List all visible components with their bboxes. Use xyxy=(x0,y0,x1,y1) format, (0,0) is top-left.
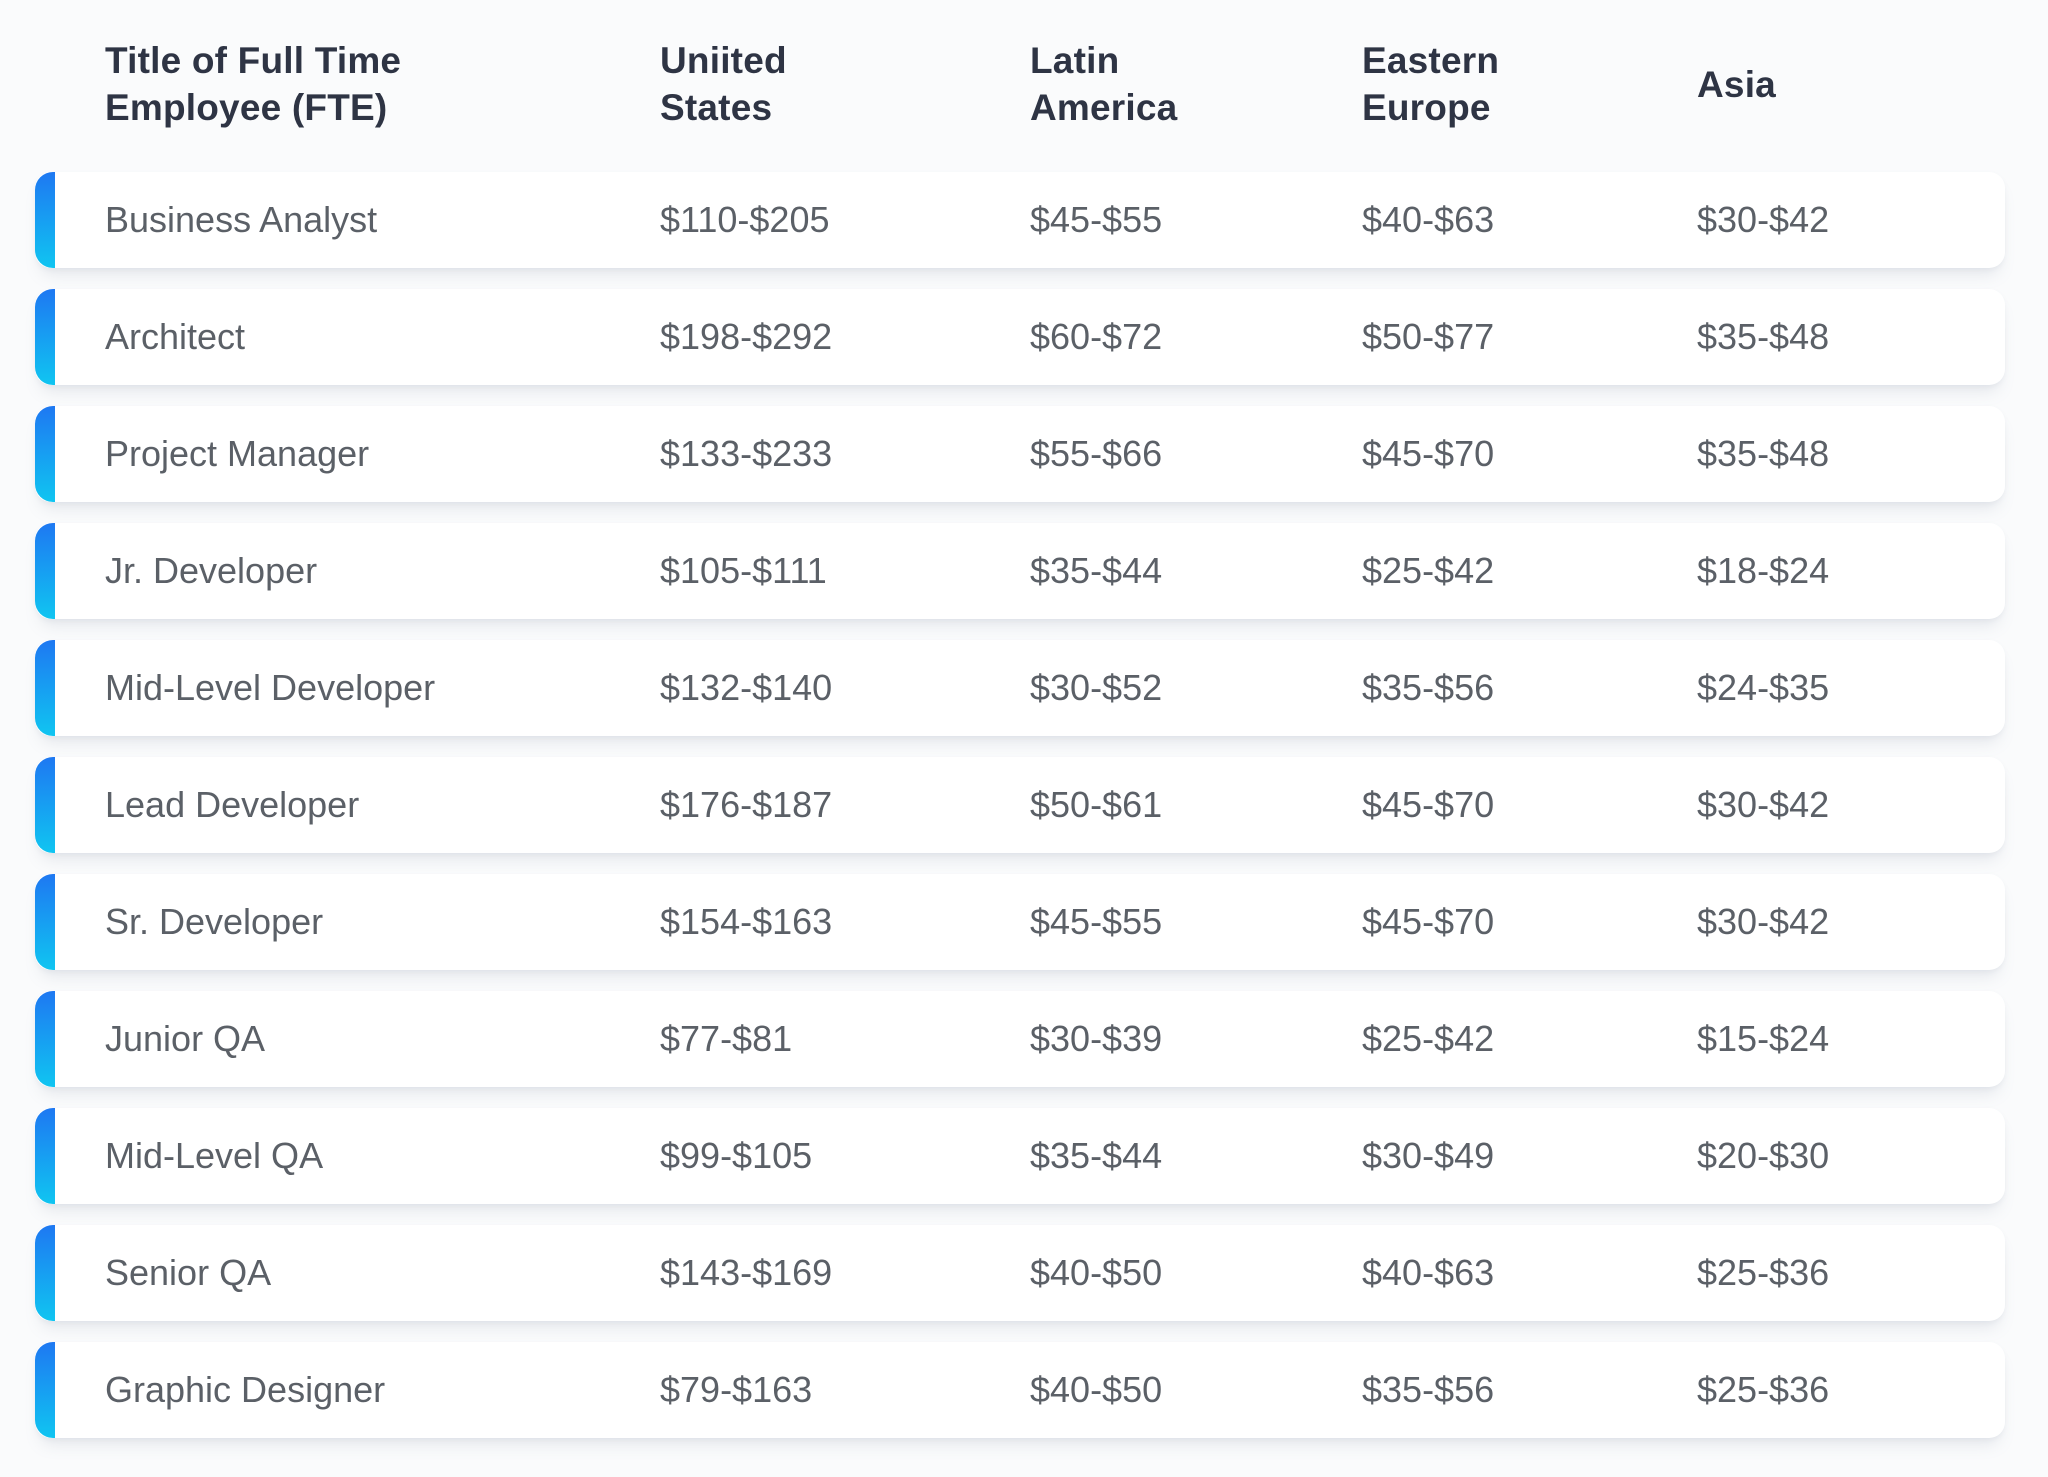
row-title: Business Analyst xyxy=(105,199,378,241)
table-row: Jr. Developer $105-$111 $35-$44 $25-$42 … xyxy=(35,523,2005,619)
table-row: Business Analyst $110-$205 $45-$55 $40-$… xyxy=(35,172,2005,268)
row-rate-united-states: $79-$163 xyxy=(660,1369,813,1411)
table-row: Project Manager $133-$233 $55-$66 $45-$7… xyxy=(35,406,2005,502)
row-rate-asia: $15-$24 xyxy=(1697,1018,1830,1060)
row-title: Senior QA xyxy=(105,1252,272,1294)
row-rate-latin-america: $40-$50 xyxy=(1030,1252,1163,1294)
row-accent-bar xyxy=(35,406,55,502)
row-rate-eastern-europe: $25-$42 xyxy=(1362,550,1495,592)
row-rate-united-states: $105-$111 xyxy=(660,550,827,592)
row-rate-eastern-europe: $35-$56 xyxy=(1362,667,1495,709)
table-row: Lead Developer $176-$187 $50-$61 $45-$70… xyxy=(35,757,2005,853)
column-header-united-states: Uniited States xyxy=(660,40,787,128)
row-accent-bar xyxy=(35,640,55,736)
row-accent-bar xyxy=(35,172,55,268)
table-body: Business Analyst $110-$205 $45-$55 $40-$… xyxy=(35,172,2005,1438)
row-rate-united-states: $143-$169 xyxy=(660,1252,833,1294)
row-accent-bar xyxy=(35,874,55,970)
row-rate-united-states: $154-$163 xyxy=(660,901,833,943)
row-accent-bar xyxy=(35,1108,55,1204)
row-title: Architect xyxy=(105,316,246,358)
row-rate-latin-america: $35-$44 xyxy=(1030,550,1163,592)
row-rate-latin-america: $30-$52 xyxy=(1030,667,1163,709)
row-accent-bar xyxy=(35,757,55,853)
table-row: Mid-Level QA $99-$105 $35-$44 $30-$49 $2… xyxy=(35,1108,2005,1204)
row-rate-united-states: $110-$205 xyxy=(660,199,830,241)
table-header: Title of Full Time Employee (FTE) Uniite… xyxy=(105,0,2005,160)
row-title: Project Manager xyxy=(105,433,370,475)
table-row: Mid-Level Developer $132-$140 $30-$52 $3… xyxy=(35,640,2005,736)
row-rate-asia: $30-$42 xyxy=(1697,901,1830,943)
row-rate-united-states: $77-$81 xyxy=(660,1018,793,1060)
row-rate-asia: $25-$36 xyxy=(1697,1252,1830,1294)
column-header-latin-america: Latin America xyxy=(1030,40,1178,128)
row-rate-eastern-europe: $45-$70 xyxy=(1362,901,1495,943)
table-row: Architect $198-$292 $60-$72 $50-$77 $35-… xyxy=(35,289,2005,385)
row-title: Sr. Developer xyxy=(105,901,324,943)
row-rate-eastern-europe: $40-$63 xyxy=(1362,1252,1495,1294)
row-rate-asia: $35-$48 xyxy=(1697,433,1830,475)
row-rate-united-states: $176-$187 xyxy=(660,784,833,826)
row-rate-asia: $30-$42 xyxy=(1697,199,1830,241)
row-title: Graphic Designer xyxy=(105,1369,386,1411)
row-rate-united-states: $99-$105 xyxy=(660,1135,813,1177)
row-rate-asia: $24-$35 xyxy=(1697,667,1830,709)
row-rate-asia: $35-$48 xyxy=(1697,316,1830,358)
column-header-asia: Asia xyxy=(1697,63,1776,105)
column-header-title: Title of Full Time Employee (FTE) xyxy=(105,40,402,128)
row-rate-eastern-europe: $45-$70 xyxy=(1362,433,1495,475)
table-row: Junior QA $77-$81 $30-$39 $25-$42 $15-$2… xyxy=(35,991,2005,1087)
column-header-eastern-europe: Eastern Europe xyxy=(1362,40,1500,128)
row-rate-latin-america: $60-$72 xyxy=(1030,316,1163,358)
row-rate-eastern-europe: $50-$77 xyxy=(1362,316,1495,358)
row-rate-united-states: $132-$140 xyxy=(660,667,833,709)
row-rate-latin-america: $45-$55 xyxy=(1030,199,1163,241)
row-rate-asia: $20-$30 xyxy=(1697,1135,1830,1177)
row-rate-asia: $30-$42 xyxy=(1697,784,1830,826)
row-rate-eastern-europe: $25-$42 xyxy=(1362,1018,1495,1060)
row-rate-latin-america: $45-$55 xyxy=(1030,901,1163,943)
row-accent-bar xyxy=(35,523,55,619)
row-title: Mid-Level Developer xyxy=(105,667,436,709)
row-rate-eastern-europe: $45-$70 xyxy=(1362,784,1495,826)
table-row: Senior QA $143-$169 $40-$50 $40-$63 $25-… xyxy=(35,1225,2005,1321)
row-accent-bar xyxy=(35,991,55,1087)
table-row: Graphic Designer $79-$163 $40-$50 $35-$5… xyxy=(35,1342,2005,1438)
row-rate-latin-america: $40-$50 xyxy=(1030,1369,1163,1411)
row-title: Lead Developer xyxy=(105,784,360,826)
row-rate-latin-america: $55-$66 xyxy=(1030,433,1163,475)
row-rate-latin-america: $35-$44 xyxy=(1030,1135,1163,1177)
row-rate-eastern-europe: $30-$49 xyxy=(1362,1135,1495,1177)
row-rate-united-states: $198-$292 xyxy=(660,316,833,358)
row-title: Junior QA xyxy=(105,1018,266,1060)
row-accent-bar xyxy=(35,1342,55,1438)
row-rate-asia: $25-$36 xyxy=(1697,1369,1830,1411)
row-rate-eastern-europe: $40-$63 xyxy=(1362,199,1495,241)
row-title: Mid-Level QA xyxy=(105,1135,324,1177)
row-accent-bar xyxy=(35,289,55,385)
table-row: Sr. Developer $154-$163 $45-$55 $45-$70 … xyxy=(35,874,2005,970)
row-title: Jr. Developer xyxy=(105,550,318,592)
row-rate-latin-america: $30-$39 xyxy=(1030,1018,1163,1060)
row-rate-asia: $18-$24 xyxy=(1697,550,1830,592)
row-rate-united-states: $133-$233 xyxy=(660,433,833,475)
row-accent-bar xyxy=(35,1225,55,1321)
row-rate-latin-america: $50-$61 xyxy=(1030,784,1163,826)
row-rate-eastern-europe: $35-$56 xyxy=(1362,1369,1495,1411)
